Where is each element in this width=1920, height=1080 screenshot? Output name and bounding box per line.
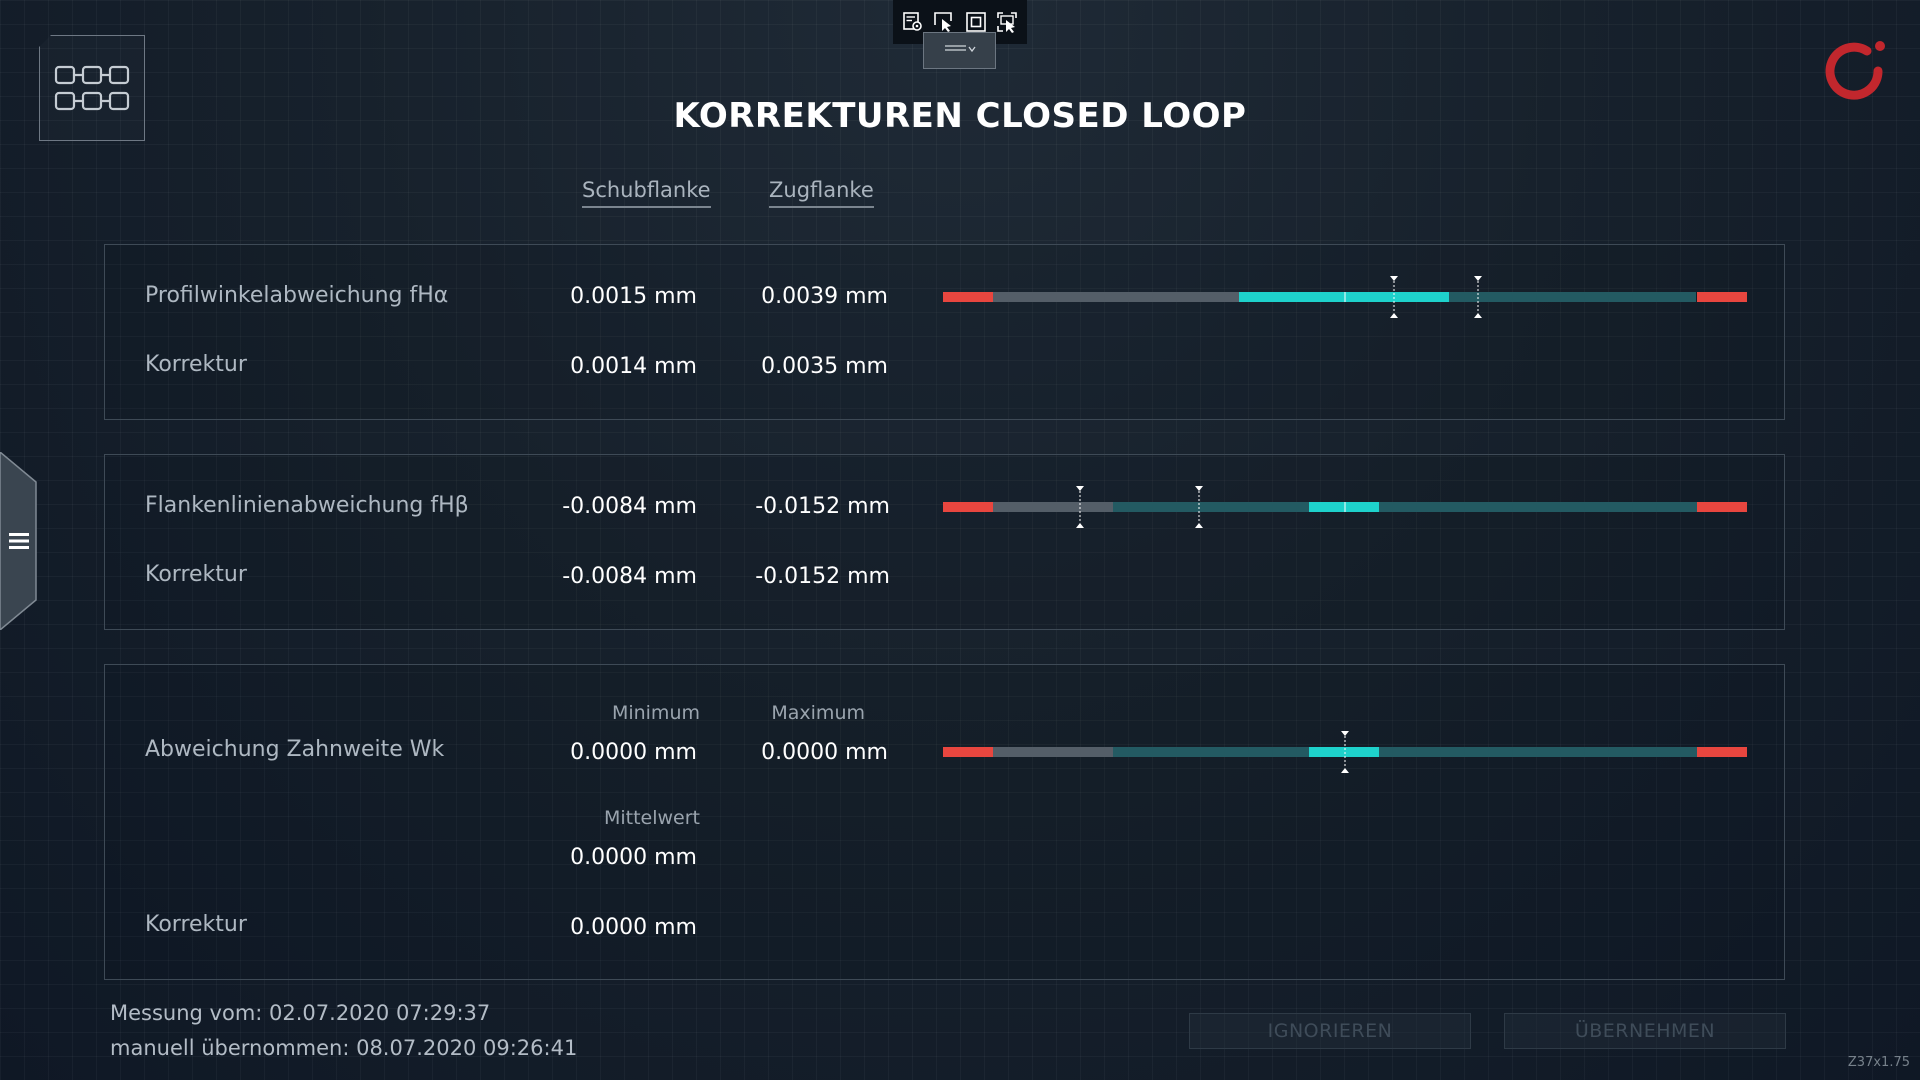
profil-label: Profilwinkelabweichung fHα [145,283,449,308]
track-gray [993,292,1239,302]
side-menu-tab[interactable] [0,451,37,631]
cursor-select-icon[interactable] [931,9,957,35]
panel-profilwinkel [104,244,1785,420]
flanken-korrektur-label: Korrektur [145,562,247,587]
profil-korrektur-label: Korrektur [145,352,247,377]
profil-korrektur-right: 0.0035 mm [761,354,888,379]
top-toolbar [893,0,1027,44]
marker-mean [1341,731,1349,773]
flanken-tolerance-bar [943,486,1747,528]
track-teal [1239,292,1696,302]
page-title: KORREKTUREN CLOSED LOOP [673,96,1247,136]
fullscreen-frame-icon[interactable] [963,9,989,35]
track-teal [1113,502,1697,512]
panel-zahnweite [104,664,1785,980]
tab-zugflanke[interactable]: Zugflanke [769,178,874,208]
zahnweite-max-value: 0.0000 mm [761,740,888,765]
toolbar-dropdown[interactable] [923,32,996,69]
settings-window-icon[interactable] [900,9,926,35]
zahnweite-mean-label: Mittelwert [603,807,700,829]
zahnweite-min-value: 0.0000 mm [570,740,697,765]
track-gray [993,502,1113,512]
tolerance-red-left [943,747,993,757]
zahnweite-min-label: Minimum [611,702,700,724]
zahnweite-tolerance-bar [943,731,1747,773]
zahnweite-label: Abweichung Zahnweite Wk [145,737,445,762]
measurement-timestamp: Messung vom: 02.07.2020 07:29:37 [110,1001,491,1025]
profil-korrektur-left: 0.0014 mm [570,354,697,379]
zahnweite-korrektur-value: 0.0000 mm [570,915,697,940]
flanken-value-right: -0.0152 mm [755,494,890,519]
zahnweite-max-label: Maximum [771,702,865,724]
accept-button[interactable]: ÜBERNEHMEN [1504,1013,1786,1049]
hamburger-menu-icon[interactable] [9,532,29,554]
marker-schubflanke [1390,276,1398,318]
manual-accept-timestamp: manuell übernommen: 08.07.2020 09:26:41 [110,1036,578,1060]
brand-logo-icon [1822,36,1890,104]
tolerance-red-left [943,502,993,512]
tolerance-red-right [1697,292,1747,302]
marker-zugflanke [1195,486,1203,528]
marker-schubflanke [1076,486,1084,528]
tab-schubflanke[interactable]: Schubflanke [582,178,711,208]
zahnweite-korrektur-label: Korrektur [145,912,247,937]
panel-flankenlinie [104,454,1785,630]
profil-tolerance-bar [943,276,1747,318]
track-teal [1113,747,1697,757]
ignore-button[interactable]: IGNORIEREN [1189,1013,1471,1049]
center-mark [1344,292,1346,302]
track-gray [993,747,1113,757]
profil-value-right: 0.0039 mm [761,284,888,309]
machine-grid-icon[interactable] [39,35,145,141]
flanken-value-left: -0.0084 mm [562,494,697,519]
tolerance-red-right [1697,747,1747,757]
tolerance-red-right [1697,502,1747,512]
flanken-korrektur-right: -0.0152 mm [755,564,890,589]
zoom-select-icon[interactable] [994,9,1020,35]
flanken-korrektur-left: -0.0084 mm [562,564,697,589]
marker-zugflanke [1474,276,1482,318]
zahnweite-mean-value: 0.0000 mm [570,845,697,870]
ok-range-cyan [1309,747,1379,757]
center-mark [1344,502,1346,512]
profil-value-left: 0.0015 mm [570,284,697,309]
chevron-down-icon [967,46,976,52]
version-label: Z37x1.75 [1847,1055,1910,1070]
flanken-label: Flankenlinienabweichung fHβ [145,493,469,518]
tolerance-red-left [943,292,993,302]
